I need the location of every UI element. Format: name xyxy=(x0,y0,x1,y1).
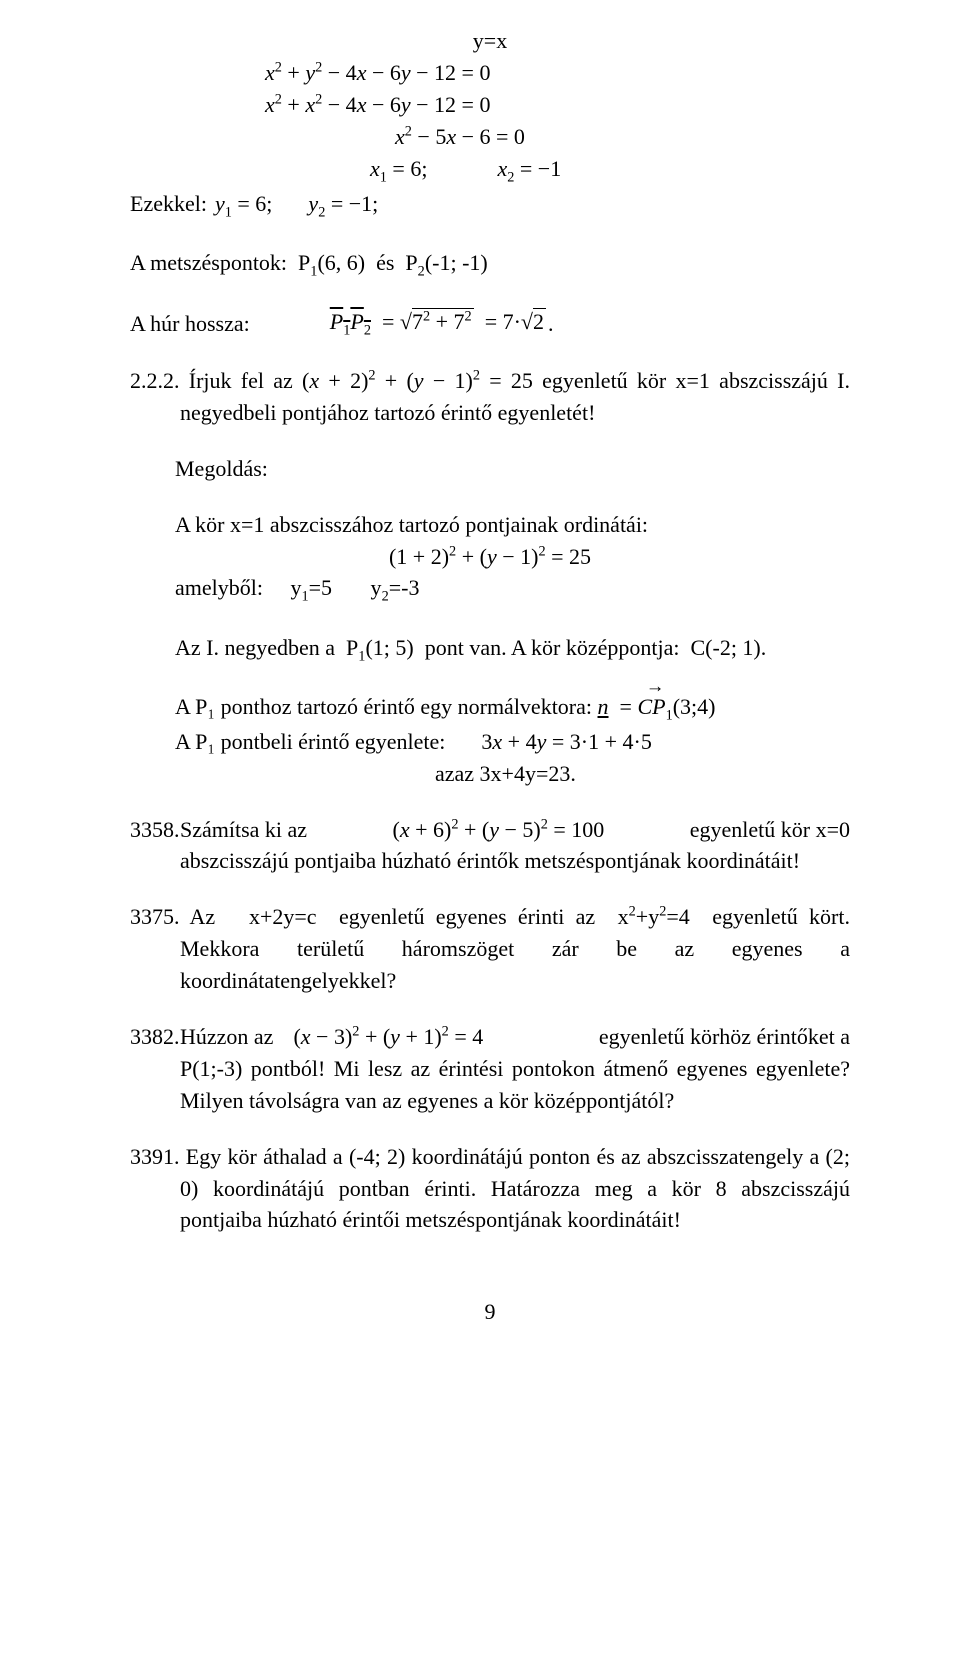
p3391-num: 3391. xyxy=(130,1144,180,1169)
p222-text-a: Írjuk fel az xyxy=(189,368,302,393)
eq-l1: x2 + y2 − 4x − 6y − 12 = 0 xyxy=(265,57,850,89)
p3358-num: 3358. xyxy=(130,814,180,846)
p222: 2.2.2. Írjuk fel az (x + 2)2 + (y − 1)2 … xyxy=(130,365,850,429)
eq-yx: y=x xyxy=(130,25,850,57)
p1-line2: A P₁ pontbeli érintő egyenlete: 3x + 4y … xyxy=(175,726,850,758)
negyedben: Az I. negyedben a P1(1; 5) pont van. A k… xyxy=(175,632,850,667)
p3391: 3391. Egy kör áthalad a (-4; 2) koordiná… xyxy=(130,1141,850,1237)
p1-line1: A P₁ ponthoz tartozó érintő egy normálve… xyxy=(175,691,850,726)
hur-label: A húr hossza: xyxy=(130,308,250,340)
p3382-num: 3382. xyxy=(130,1021,180,1053)
hur-period: . xyxy=(548,308,554,340)
p3375-num: 3375. xyxy=(130,904,180,929)
eq-l4: x1 = 6; x2 = −1 xyxy=(130,153,850,188)
page-number: 9 xyxy=(130,1296,850,1328)
ezekkel-label: Ezekkel: xyxy=(130,188,207,223)
p1-line1-a: A P₁ ponthoz tartozó érintő egy normálve… xyxy=(175,694,598,719)
ord-intro: A kör x=1 abszcisszához tartozó pontjain… xyxy=(175,509,850,541)
ezekkel-line: Ezekkel: y1 = 6; y2 = −1; xyxy=(130,188,850,223)
megoldas: Megoldás: xyxy=(175,453,850,485)
p3391-a: Egy kör áthalad a (-4; 2) koordinátájú p… xyxy=(180,1144,850,1233)
ord-eq: (1 + 2)2 + (y − 1)2 = 25 xyxy=(130,541,850,573)
p3358-a: Számítsa ki az xyxy=(180,814,307,846)
p1-line2-label: A P₁ pontbeli érintő egyenlete: xyxy=(175,726,445,758)
amely: amelyből: y1=5 y2=-3 xyxy=(175,572,850,607)
p3358-b: egyenletű kör x=0 xyxy=(690,814,850,846)
p1-line3: azaz 3x+4y=23. xyxy=(435,758,850,790)
p3382: 3382. Húzzon az (x − 3)2 + (y + 1)2 = 4 … xyxy=(130,1021,850,1117)
p3382-c: P(1;-3) pontból! Mi lesz az érintési pon… xyxy=(180,1053,850,1117)
page: y=x x2 + y2 − 4x − 6y − 12 = 0 x2 + x2 −… xyxy=(0,0,960,1388)
hur-line: A húr hossza: P1P2 = √72 + 72 = 7·√2 . xyxy=(130,306,850,341)
p3382-b: egyenletű körhöz érintőket a xyxy=(599,1021,850,1053)
p3375: 3375. Az x+2y=c egyenletű egyenes érinti… xyxy=(130,901,850,997)
p3358-c: abszcisszájú pontjaiba húzható érintők m… xyxy=(180,845,850,877)
p3358: 3358. Számítsa ki az (x + 6)2 + (y − 5)2… xyxy=(130,814,850,878)
eq-l3: x2 − 5x − 6 = 0 xyxy=(395,121,850,153)
p3382-a: Húzzon az xyxy=(180,1021,273,1053)
metszespontok: A metszéspontok: P1(6, 6) és P2(-1; -1) xyxy=(130,247,850,282)
p222-num: 2.2.2. xyxy=(130,368,180,393)
eq-l2: x2 + x2 − 4x − 6y − 12 = 0 xyxy=(265,89,850,121)
